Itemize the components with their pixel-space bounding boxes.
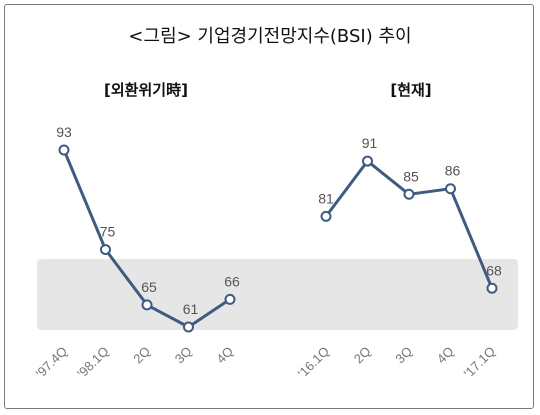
data-label-0-4: 66 <box>224 273 240 289</box>
data-point-1-4 <box>486 282 498 294</box>
panel-title-left: [외환위기時] <box>104 81 188 99</box>
data-point-1-0 <box>320 210 332 222</box>
data-point-1-2 <box>403 188 415 200</box>
tick-label-0-4: 4Q <box>213 344 236 367</box>
chart-frame <box>4 4 534 409</box>
chart-marks: 93 '97.4Q 75 '98.1Q 65 2Q 61 3Q 66 4Q 81 '16.1Q 91 2Q… <box>33 124 502 381</box>
data-label-1-2: 85 <box>403 168 419 184</box>
data-label-0-2: 65 <box>141 279 157 295</box>
tick-label-0-2: 2Q <box>130 344 153 367</box>
data-point-0-2 <box>141 299 153 311</box>
data-point-0-3 <box>183 321 194 333</box>
data-label-1-4: 68 <box>486 262 502 278</box>
data-label-1-3: 86 <box>445 163 461 179</box>
tick-label-0-0: '97.4Q <box>33 344 70 381</box>
data-point-1-3 <box>445 183 456 195</box>
data-label-1-0: 81 <box>318 190 334 206</box>
data-point-0-0 <box>58 144 70 156</box>
tick-label-1-4: '17.1Q <box>461 344 498 381</box>
tick-label-0-3: 3Q <box>172 344 195 367</box>
data-point-1-1 <box>362 155 373 167</box>
chart-title: <그림> 기업경기전망지수(BSI) 추이 <box>128 26 411 47</box>
data-point-0-1 <box>100 244 111 256</box>
data-label-1-1: 91 <box>362 135 378 151</box>
tick-label-1-0: '16.1Q <box>295 344 332 381</box>
tick-label-0-1: '98.1Q <box>74 344 111 381</box>
tick-label-1-2: 3Q <box>392 344 415 367</box>
data-point-0-4 <box>224 293 236 305</box>
tick-label-1-3: 4Q <box>434 344 457 367</box>
shaded-band <box>37 259 518 330</box>
data-label-0-3: 61 <box>183 301 199 317</box>
tick-label-1-1: 2Q <box>351 344 374 367</box>
panel-title-right: [현재] <box>390 81 431 99</box>
data-label-0-0: 93 <box>56 124 72 140</box>
data-label-0-1: 75 <box>100 224 116 240</box>
